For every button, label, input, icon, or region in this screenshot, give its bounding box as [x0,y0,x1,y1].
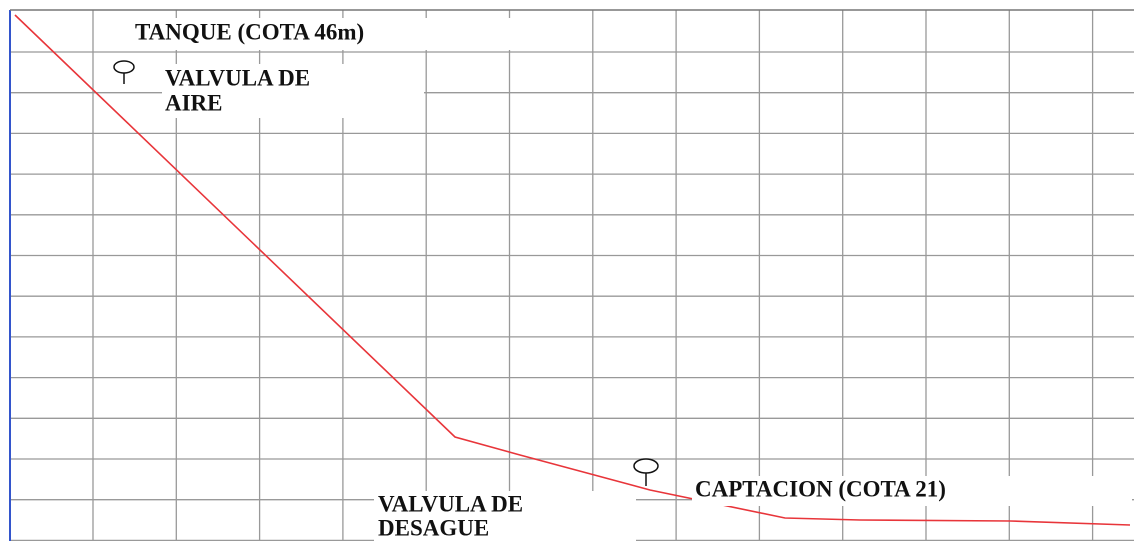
drain-valve-label: VALVULA DE [378,491,523,516]
drain-valve-label: DESAGUE [378,515,489,540]
air-valve-label: VALVULA DE [165,65,310,90]
tank-label: TANQUE (COTA 46m) [135,19,364,44]
label-bg [130,18,528,50]
label-bg [374,491,636,541]
air-valve-icon [113,60,135,84]
label-bg [692,476,1132,506]
label-bg [162,64,424,118]
air-valve-label: AIRE [165,90,223,115]
intake-label: CAPTACION (COTA 21) [695,476,946,501]
drain-valve-icon [633,458,659,486]
